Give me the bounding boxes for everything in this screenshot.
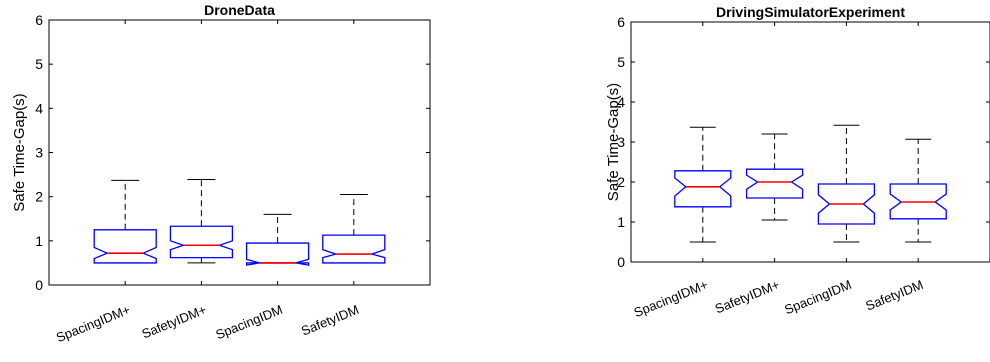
axes-frame [48, 19, 431, 286]
box-body [674, 170, 732, 208]
box-body [169, 225, 234, 259]
box-SafetyIDM: SafetyIDM [863, 22, 947, 314]
box-body [93, 229, 157, 264]
box-SpacingIDM: SpacingIDM [213, 20, 310, 342]
y-tick-label: 0 [35, 277, 43, 293]
y-tick-label: 6 [35, 12, 43, 28]
x-category-label: SpacingIDM+ [632, 277, 710, 320]
box-body [322, 234, 386, 264]
y-tick-label: 4 [35, 100, 43, 116]
box-SafetyIDM+: SafetyIDM+ [140, 20, 234, 341]
y-tick-label: 2 [35, 189, 43, 205]
x-category-label: SafetyIDM [863, 277, 925, 314]
axes-frame [630, 21, 990, 263]
y-axis-label: Safe Time-Gap(s) [11, 93, 28, 211]
y-tick-label: 1 [35, 233, 43, 249]
box-SpacingIDM+: SpacingIDM+ [54, 20, 157, 345]
x-category-label: SafetyIDM [299, 302, 361, 339]
chart-title: DrivingSimulatorExperiment [716, 4, 905, 20]
chart-title: DroneData [204, 2, 275, 18]
y-tick-label: 5 [35, 56, 43, 72]
y-tick-label: 6 [617, 14, 625, 30]
box-body [745, 168, 804, 199]
x-category-label: SafetyIDM+ [140, 302, 209, 341]
box-SafetyIDM+: SafetyIDM+ [713, 22, 804, 316]
sim-chart: DrivingSimulatorExperiment Safe Time-Gap(… [605, 4, 990, 320]
y-tick-label: 1 [617, 214, 625, 230]
box-body [245, 242, 310, 266]
y-tick-label: 2 [617, 174, 625, 190]
box-body [889, 183, 947, 220]
x-category-label: SpacingIDM+ [54, 302, 132, 345]
y-tick-label: 0 [617, 254, 625, 270]
y-tick-label: 4 [617, 94, 625, 110]
y-axis-label: Safe Time-Gap(s) [605, 83, 622, 201]
box-SafetyIDM: SafetyIDM [299, 20, 386, 339]
x-category-label: SpacingIDM [782, 277, 853, 317]
y-tick-label: 5 [617, 54, 625, 70]
drone-chart: DroneData Safe Time-Gap(s) 0 1 2 3 4 5 6 SpacingI… [11, 2, 431, 345]
box-SpacingIDM+: SpacingIDM+ [632, 22, 732, 320]
y-tick-label: 3 [617, 134, 625, 150]
box-body [817, 183, 876, 225]
y-tick-label: 3 [35, 145, 43, 161]
x-category-label: SafetyIDM+ [713, 277, 782, 316]
x-category-label: SpacingIDM [213, 302, 284, 342]
